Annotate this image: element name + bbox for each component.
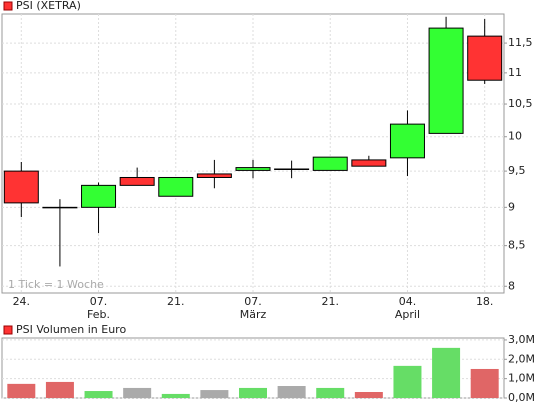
x-tick-label: 04. April bbox=[394, 295, 421, 321]
volume-bar bbox=[316, 387, 345, 398]
volume-bar bbox=[7, 383, 36, 398]
volume-bar bbox=[354, 392, 383, 398]
y-tick-label: 8,5 bbox=[508, 239, 526, 252]
legend-label: PSI (XETRA) bbox=[16, 0, 81, 12]
volume-bar bbox=[84, 391, 113, 398]
candle-body bbox=[196, 173, 232, 178]
y-tick-label: 0,0M bbox=[508, 391, 535, 404]
candle-body bbox=[42, 206, 78, 209]
candle-body bbox=[428, 27, 464, 134]
volume-bar bbox=[432, 347, 461, 398]
volume-bar bbox=[239, 387, 267, 398]
candle-body bbox=[389, 123, 425, 159]
legend-swatch bbox=[3, 325, 13, 335]
candle-body bbox=[3, 170, 39, 204]
candle-body bbox=[119, 176, 155, 186]
y-tick-label: 3,0M bbox=[508, 333, 535, 346]
y-tick-label: 10,5 bbox=[508, 97, 533, 110]
legend-swatch bbox=[3, 1, 13, 11]
candle-body bbox=[274, 168, 310, 170]
volume-bar bbox=[45, 381, 74, 398]
x-tick-label: 07. Feb. bbox=[87, 295, 111, 321]
candle-body bbox=[235, 167, 271, 171]
y-tick-label: 11 bbox=[508, 66, 522, 79]
y-tick-label: 11,5 bbox=[508, 36, 533, 49]
volume-bar bbox=[277, 386, 306, 398]
volume-bar bbox=[393, 365, 422, 398]
volume-bar bbox=[200, 390, 229, 398]
candle-body bbox=[351, 159, 387, 167]
y-tick-label: 1,0M bbox=[508, 372, 535, 385]
legend-label: PSI Volumen in Euro bbox=[16, 323, 126, 336]
y-tick-label: 9,5 bbox=[508, 164, 526, 177]
x-tick-label: 21. bbox=[321, 295, 339, 308]
y-tick-label: 8 bbox=[508, 279, 515, 292]
x-tick-label: 07. März bbox=[239, 295, 267, 321]
x-tick-label: 24. bbox=[12, 295, 31, 308]
y-tick-label: 2,0M bbox=[508, 352, 535, 365]
volume-bar bbox=[161, 393, 190, 398]
y-tick-label: 9 bbox=[508, 200, 515, 213]
volume-bar bbox=[123, 387, 152, 398]
x-tick-label: 18. bbox=[475, 295, 494, 308]
candle-body bbox=[467, 35, 503, 81]
candle-body bbox=[312, 156, 348, 171]
x-tick-label: 21. bbox=[167, 295, 185, 308]
volume-bar bbox=[470, 368, 499, 398]
candle-body bbox=[81, 184, 117, 208]
y-tick-label: 10 bbox=[508, 130, 522, 143]
candle-body bbox=[158, 176, 194, 197]
annotation: 1 Tick = 1 Woche bbox=[8, 278, 104, 291]
